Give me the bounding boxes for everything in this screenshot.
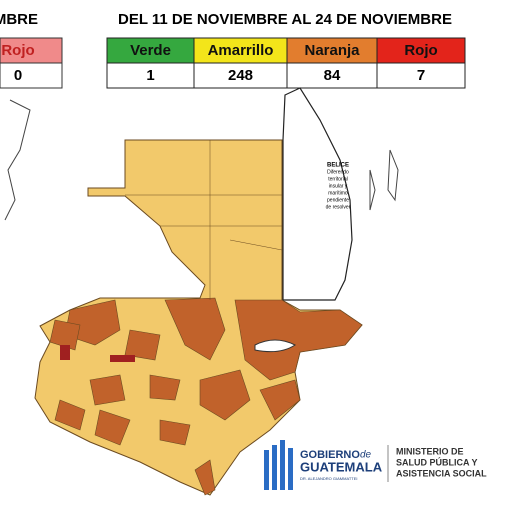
legend-table: Verde 1 Amarrillo 248 Naranja 84 Rojo 7 <box>106 37 466 89</box>
header-cell <box>106 37 195 64</box>
left-value: 0 <box>14 67 22 84</box>
header-label: Verde <box>130 42 171 59</box>
logo-gobierno: GOBIERNO <box>300 449 360 461</box>
logo-bar <box>272 445 277 490</box>
logo-bar <box>288 448 293 490</box>
header-cell <box>193 37 288 64</box>
orange-municipalities <box>49 297 363 496</box>
ministry-line: ASISTENCIA SOCIAL <box>396 468 487 478</box>
header-label: Amarrillo <box>208 42 274 59</box>
belize-note-line: insular y <box>329 183 348 189</box>
cays <box>369 149 399 211</box>
count: 1 <box>146 67 154 84</box>
left-value-cell <box>0 62 63 89</box>
ministry-line: MINISTERIO DE <box>396 446 464 456</box>
header-cell <box>376 37 466 64</box>
belize-note-line: territorial <box>328 176 347 182</box>
value-cell <box>286 62 378 89</box>
logo-bar <box>264 450 269 490</box>
left-header: Rojo <box>1 42 34 59</box>
logo-guatemala: GUATEMALA <box>300 459 383 474</box>
value-cell <box>376 62 466 89</box>
belize-note-line: pendiente <box>327 197 349 203</box>
title: DEL 11 DE NOVIEMBRE AL 24 DE NOVIEMBRE <box>118 11 452 28</box>
belize-note-line: marítimo <box>328 190 348 196</box>
value-cell <box>193 62 288 89</box>
logo: GOBIERNO de GUATEMALA DR. ALEJANDRO GIAM… <box>264 440 487 490</box>
logo-president: DR. ALEJANDRO GIAMMATTEI <box>300 476 358 481</box>
red-municipalities <box>60 345 135 362</box>
value-cell <box>106 62 195 89</box>
ministry-line: SALUD PÚBLICA Y <box>396 456 478 467</box>
belize-note-line: BELICE <box>327 163 349 169</box>
belize <box>282 87 353 301</box>
count: 248 <box>228 67 253 84</box>
borders <box>125 140 283 300</box>
logo-de: de <box>360 450 372 461</box>
lake <box>254 339 296 353</box>
count: 7 <box>417 67 425 84</box>
left-title: EMBRE <box>0 11 38 28</box>
header-label: Rojo <box>404 42 437 59</box>
header-label: Naranja <box>304 42 360 59</box>
coastline <box>4 99 31 221</box>
count: 84 <box>324 67 341 84</box>
belize-note-line: Diferendo <box>327 169 349 175</box>
left-header-cell <box>0 37 63 64</box>
logo-bar <box>280 440 285 490</box>
belize-note-line: de resolver <box>326 204 351 210</box>
